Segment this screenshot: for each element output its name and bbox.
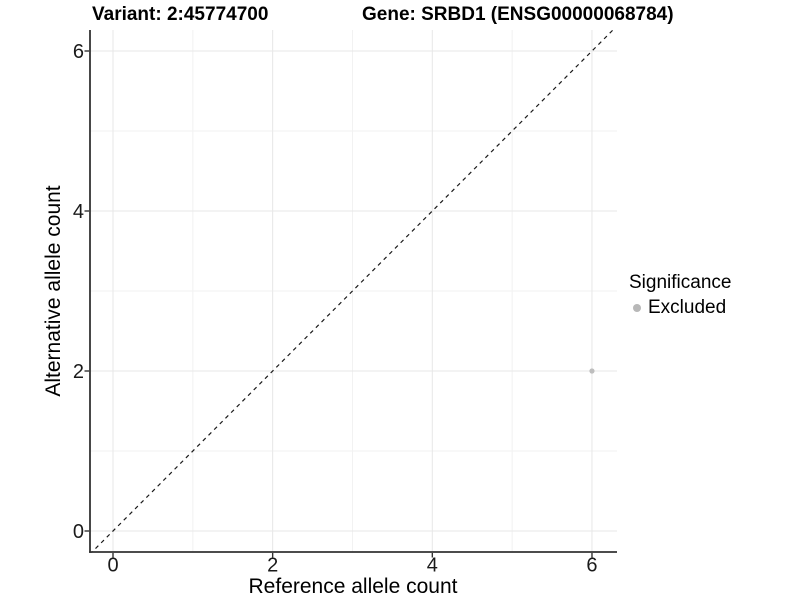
y-axis-title: Alternative allele count [42, 185, 65, 397]
plot-title-variant: Variant: 2:45774700 [92, 4, 269, 25]
y-tick-label: 4 [73, 201, 84, 223]
y-tick-label: 6 [73, 41, 84, 63]
y-tick-label: 0 [73, 521, 84, 543]
plot-title-gene: Gene: SRBD1 (ENSG00000068784) [362, 4, 674, 25]
y-tick-label: 2 [73, 361, 84, 383]
x-tick-label: 4 [427, 555, 438, 577]
x-tick-label: 0 [107, 555, 118, 577]
x-tick-label: 6 [586, 555, 597, 577]
legend-item-label: Excluded [648, 296, 727, 318]
data-point-excluded [589, 368, 595, 374]
identity-dashed-line [90, 29, 615, 553]
legend: Significance Excluded [629, 272, 731, 319]
legend-item-excluded: Excluded [629, 297, 731, 319]
legend-point-icon [633, 303, 641, 312]
legend-title: Significance [629, 272, 732, 293]
x-tick-label: 2 [267, 555, 278, 577]
x-axis-title: Reference allele count [248, 575, 458, 598]
